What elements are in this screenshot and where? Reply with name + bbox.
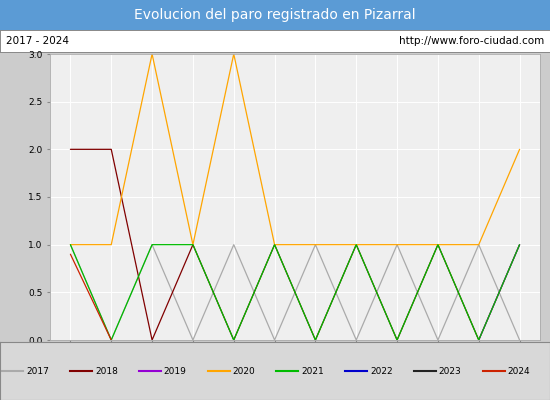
Text: 2017: 2017 — [26, 366, 49, 376]
Text: Evolucion del paro registrado en Pizarral: Evolucion del paro registrado en Pizarra… — [134, 8, 416, 22]
Text: 2021: 2021 — [301, 366, 324, 376]
Text: 2017 - 2024: 2017 - 2024 — [6, 36, 69, 46]
Text: http://www.foro-ciudad.com: http://www.foro-ciudad.com — [399, 36, 544, 46]
Text: 2024: 2024 — [507, 366, 530, 376]
Text: 2022: 2022 — [370, 366, 393, 376]
Text: 2023: 2023 — [439, 366, 461, 376]
Text: 2018: 2018 — [95, 366, 118, 376]
Text: 2020: 2020 — [232, 366, 255, 376]
Text: 2019: 2019 — [164, 366, 186, 376]
